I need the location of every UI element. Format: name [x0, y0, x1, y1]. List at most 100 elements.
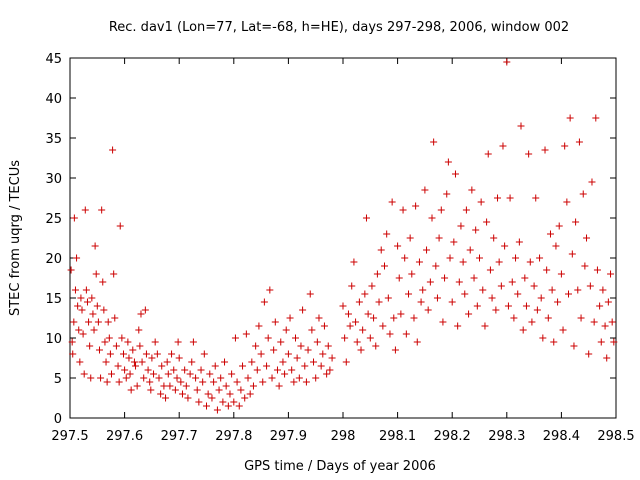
data-point: [550, 338, 558, 346]
data-point: [379, 322, 387, 330]
data-point: [215, 386, 223, 394]
data-point: [574, 286, 582, 294]
data-point: [570, 342, 578, 350]
x-tick-label: 297.6: [106, 429, 143, 444]
data-point: [277, 338, 285, 346]
data-point: [593, 266, 601, 274]
data-point: [146, 378, 154, 386]
data-point: [539, 334, 547, 342]
data-point: [153, 350, 161, 358]
data-point: [92, 270, 100, 278]
data-point: [454, 322, 462, 330]
data-point: [70, 214, 78, 222]
data-point: [390, 314, 398, 322]
data-point: [266, 286, 274, 294]
data-point: [286, 314, 294, 322]
data-point: [362, 214, 370, 222]
data-point: [141, 306, 149, 314]
data-point: [193, 386, 201, 394]
data-point: [559, 326, 567, 334]
data-point: [118, 334, 126, 342]
data-point: [577, 314, 585, 322]
data-point: [494, 194, 502, 202]
data-point: [586, 282, 594, 290]
data-point: [468, 186, 476, 194]
data-point: [273, 366, 281, 374]
data-point: [244, 374, 252, 382]
data-point: [451, 170, 459, 178]
data-point: [421, 186, 429, 194]
data-point: [439, 318, 447, 326]
data-point: [184, 394, 192, 402]
data-point: [114, 362, 122, 370]
data-point: [461, 290, 469, 298]
x-tick-label: 297.9: [270, 429, 307, 444]
data-point: [271, 318, 279, 326]
data-point: [295, 374, 303, 382]
data-point: [211, 362, 219, 370]
data-point: [219, 398, 227, 406]
data-point: [74, 302, 82, 310]
data-point: [484, 150, 492, 158]
data-point: [129, 346, 137, 354]
data-point: [528, 318, 536, 326]
data-point: [175, 354, 183, 362]
data-point: [541, 146, 549, 154]
data-point: [596, 302, 604, 310]
data-point: [124, 338, 132, 346]
data-point: [106, 350, 114, 358]
data-point: [394, 242, 402, 250]
x-tick-label: 298.4: [543, 429, 580, 444]
data-point: [399, 206, 407, 214]
data-point: [433, 294, 441, 302]
data-point: [210, 378, 218, 386]
data-point: [107, 370, 115, 378]
x-tick-label: 297.8: [215, 429, 252, 444]
data-point: [99, 278, 107, 286]
data-point: [147, 386, 155, 394]
data-point: [73, 254, 81, 262]
data-point: [466, 246, 474, 254]
data-point: [138, 358, 146, 366]
data-point: [432, 262, 440, 270]
data-point: [151, 338, 159, 346]
y-axis-label: STEC from uqrg / TECUs: [8, 160, 23, 316]
data-point: [94, 318, 102, 326]
y-tick-label: 5: [54, 372, 62, 387]
data-point: [189, 338, 197, 346]
x-tick-label: 298.1: [379, 429, 416, 444]
data-point: [457, 222, 465, 230]
data-point: [344, 310, 352, 318]
data-point: [568, 250, 576, 258]
data-point: [264, 334, 272, 342]
data-point: [603, 354, 611, 362]
data-point: [610, 338, 618, 346]
data-point: [69, 350, 77, 358]
data-point: [126, 370, 134, 378]
data-point: [115, 378, 123, 386]
data-point: [312, 374, 320, 382]
data-point: [77, 294, 85, 302]
data-point: [352, 318, 360, 326]
data-point: [105, 334, 113, 342]
data-point: [195, 398, 203, 406]
data-point: [533, 306, 541, 314]
data-point: [199, 378, 207, 386]
data-point: [373, 270, 381, 278]
data-point: [530, 282, 538, 290]
data-point: [328, 354, 336, 362]
data-point: [326, 366, 334, 374]
data-point: [248, 358, 256, 366]
data-point: [302, 378, 310, 386]
data-point: [263, 362, 271, 370]
data-point: [590, 318, 598, 326]
data-point: [133, 382, 141, 390]
data-point: [275, 382, 283, 390]
x-tick-label: 297.5: [51, 429, 88, 444]
data-point: [564, 290, 572, 298]
data-point: [339, 302, 347, 310]
data-point: [462, 206, 470, 214]
data-point: [446, 254, 454, 262]
data-point: [357, 346, 365, 354]
data-point: [552, 242, 560, 250]
